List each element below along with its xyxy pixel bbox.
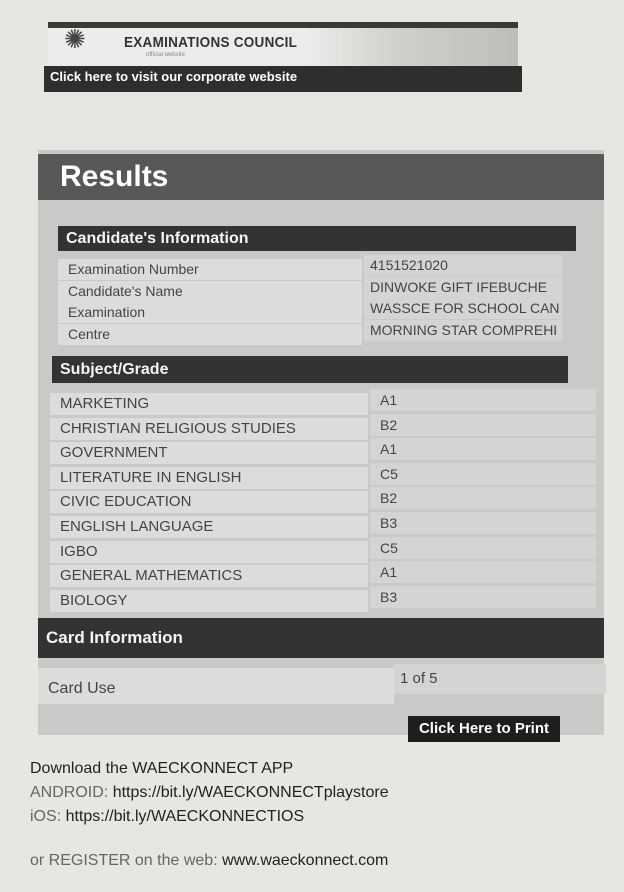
card-info-header: Card Information: [38, 618, 604, 658]
tagline: official website: [146, 52, 185, 58]
candidate-field-value: 4151521020: [364, 255, 562, 276]
android-label: ANDROID:: [30, 784, 109, 801]
results-title: Results: [38, 154, 604, 200]
header-banner: [48, 22, 518, 72]
subject-name: CIVIC EDUCATION: [50, 491, 368, 514]
corporate-website-link[interactable]: Click here to visit our corporate websit…: [44, 66, 522, 92]
candidate-field-label: Centre: [58, 323, 362, 345]
android-link[interactable]: https://bit.ly/WAECKONNECTplaystore: [112, 784, 389, 801]
subject-grade: B2: [370, 487, 596, 510]
candidate-info-header: Candidate's Information: [58, 226, 576, 251]
candidate-field-label: Examination: [58, 302, 362, 323]
subject-grade: A1: [370, 438, 596, 461]
candidate-field-value: WASSCE FOR SCHOOL CAN: [364, 298, 562, 319]
register-label: or REGISTER on the web:: [30, 852, 218, 869]
subject-name: IGBO: [50, 540, 368, 563]
download-app-text: Download the WAECKONNECT APP: [30, 760, 294, 777]
subject-name: LITERATURE IN ENGLISH: [50, 466, 368, 489]
print-button[interactable]: Click Here to Print: [408, 716, 560, 742]
subject-name: BIOLOGY: [50, 589, 368, 612]
subject-grade: C5: [370, 462, 596, 485]
candidate-field-label: Candidate's Name: [58, 280, 362, 302]
subject-name: CHRISTIAN RELIGIOUS STUDIES: [50, 417, 368, 440]
subject-grade: B3: [370, 512, 596, 534]
subject-grade: C5: [370, 536, 596, 559]
organization-name: EXAMINATIONS COUNCIL: [124, 34, 298, 51]
subject-name: MARKETING: [50, 393, 368, 415]
candidate-field-value: MORNING STAR COMPREHI: [364, 319, 562, 341]
subject-name: ENGLISH LANGUAGE: [50, 516, 368, 538]
register-link[interactable]: www.waeckonnect.com: [222, 852, 389, 869]
ios-label: iOS:: [30, 808, 62, 825]
card-use-label: Card Use: [38, 668, 394, 704]
subject-name: GENERAL MATHEMATICS: [50, 565, 368, 588]
subject-grade-header: Subject/Grade: [52, 356, 568, 383]
subject-grade: B3: [370, 585, 596, 608]
candidate-field-value: DINWOKE GIFT IFEBUCHE: [364, 276, 562, 298]
subject-grade: A1: [370, 561, 596, 584]
subject-name: GOVERNMENT: [50, 442, 368, 465]
waec-emblem-icon: ✺: [64, 24, 86, 54]
candidate-field-label: Examination Number: [58, 259, 362, 280]
ios-link[interactable]: https://bit.ly/WAECKONNECTIOS: [65, 808, 305, 825]
subject-grade: A1: [370, 389, 596, 411]
card-use-value: 1 of 5: [394, 664, 606, 694]
subject-grade: B2: [370, 413, 596, 436]
